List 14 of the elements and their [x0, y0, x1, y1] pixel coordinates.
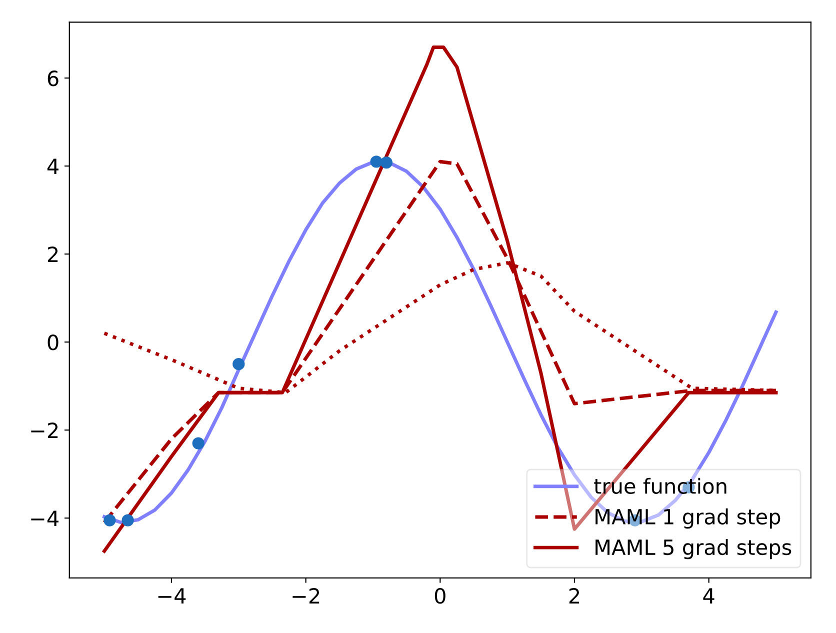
- x-tick-label: −4: [158, 588, 186, 604]
- x-tick-label: 4: [703, 588, 714, 604]
- x-tick-label: 0: [434, 588, 446, 604]
- legend-label: true function: [594, 478, 726, 494]
- legend-label: MAML 1 grad step: [596, 508, 780, 529]
- y-tick-label: 2: [48, 246, 58, 262]
- y-tick-label: 0: [48, 334, 58, 350]
- y-tick-label: −2: [31, 422, 58, 438]
- y-tick-label: 6: [48, 70, 58, 86]
- x-tick-label: −2: [292, 588, 320, 604]
- legend-label: MAML 5 grad steps: [596, 539, 792, 560]
- x-tick-label: 2: [569, 588, 580, 604]
- y-tick-label: −4: [31, 510, 58, 526]
- y-tick-label: 4: [47, 158, 58, 174]
